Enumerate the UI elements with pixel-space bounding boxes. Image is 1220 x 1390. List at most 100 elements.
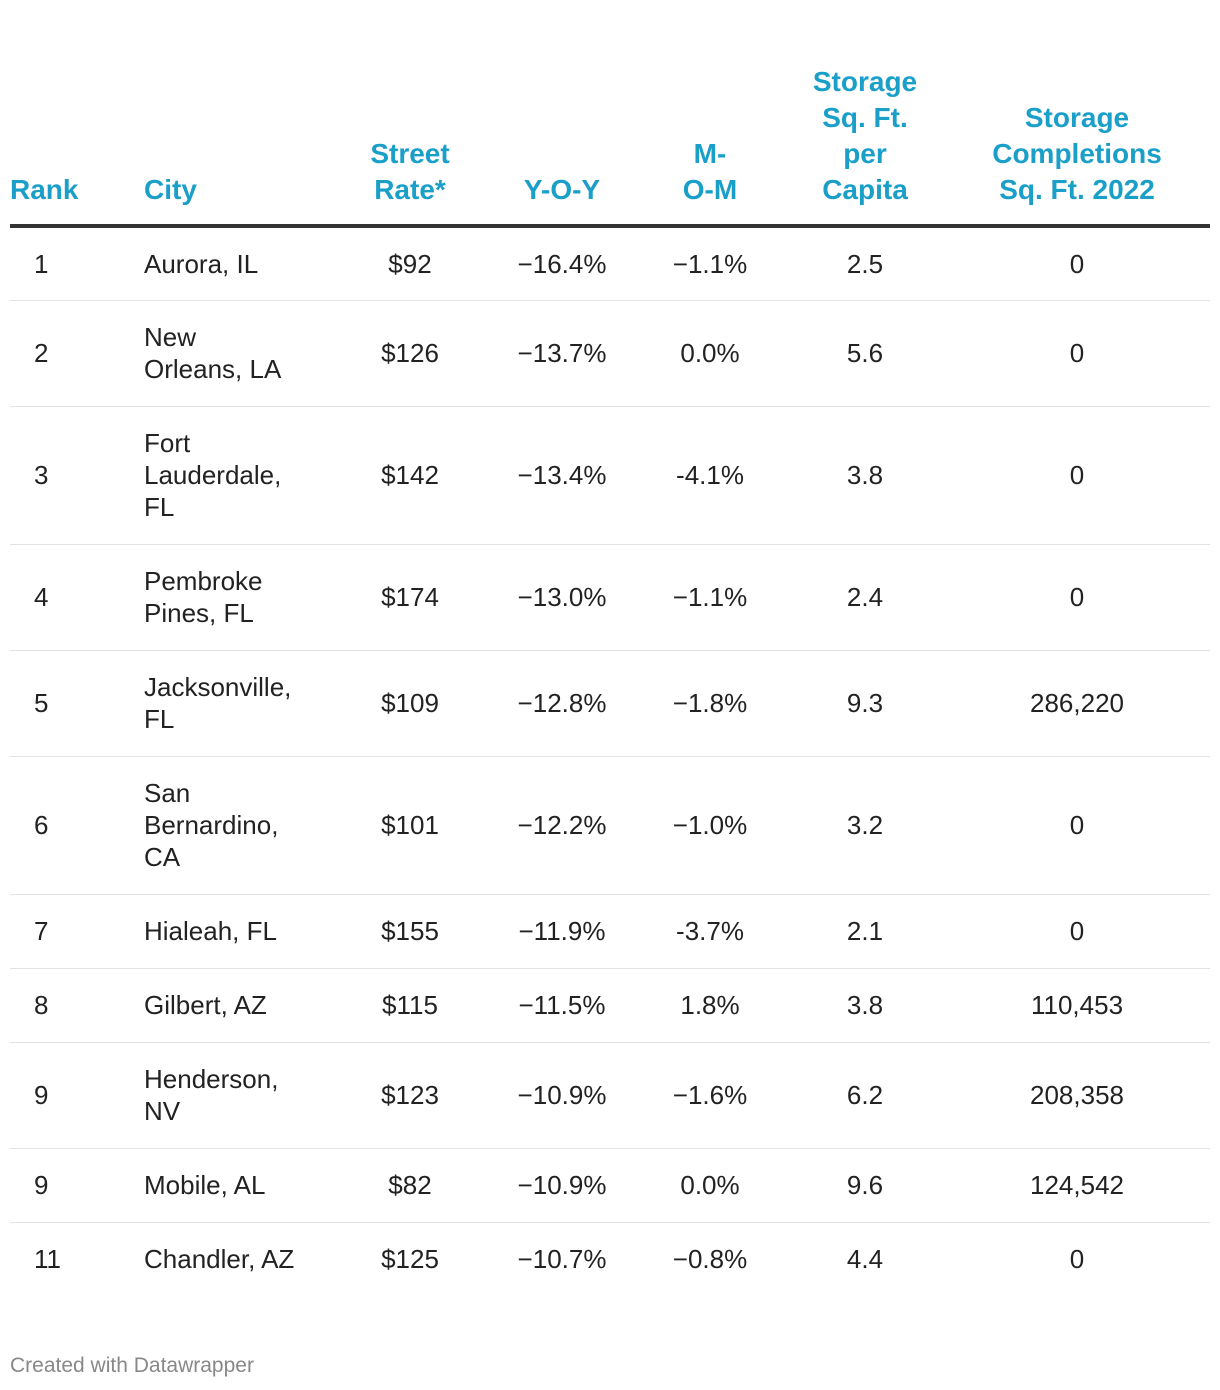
- column-header-street-rate: Street Rate*: [330, 0, 490, 228]
- cell-mom: −1.0%: [634, 756, 786, 895]
- cell-yoy: −13.7%: [490, 300, 634, 407]
- cell-street-rate: $82: [330, 1148, 490, 1223]
- cell-street-rate: $115: [330, 968, 490, 1043]
- cell-city: Pembroke Pines, FL: [144, 544, 330, 651]
- cell-sqft-per-capita: 3.8: [786, 968, 944, 1043]
- cell-rank: 9: [10, 1148, 144, 1223]
- storage-rates-table: Rank City Street Rate* Y-O-Y M-O-M Stora…: [10, 0, 1210, 1296]
- cell-mom: −1.8%: [634, 650, 786, 757]
- cell-mom: 0.0%: [634, 1148, 786, 1223]
- table-row: 2 New Orleans, LA $126 −13.7% 0.0% 5.6 0: [10, 300, 1210, 407]
- cell-sqft-per-capita: 9.3: [786, 650, 944, 757]
- table-row: 9 Mobile, AL $82 −10.9% 0.0% 9.6 124,542: [10, 1148, 1210, 1223]
- table-row: 3 Fort Lauderdale, FL $142 −13.4% -4.1% 3.8 0: [10, 406, 1210, 545]
- cell-mom: −1.6%: [634, 1042, 786, 1149]
- cell-completions-2022: 208,358: [944, 1042, 1210, 1149]
- cell-city: Henderson, NV: [144, 1042, 330, 1149]
- cell-yoy: −13.4%: [490, 406, 634, 545]
- cell-rank: 6: [10, 756, 144, 895]
- cell-street-rate: $125: [381, 1244, 439, 1275]
- column-header-completions-2022: Storage Completions Sq. Ft. 2022: [944, 0, 1210, 228]
- cell-yoy: −11.9%: [490, 894, 634, 969]
- cell-sqft-per-capita: 3.2: [786, 756, 944, 895]
- cell-completions-2022: 0: [944, 300, 1210, 407]
- cell-street-rate: $174: [330, 544, 490, 651]
- cell-yoy: −12.2%: [490, 756, 634, 895]
- cell-city: Mobile, AL: [144, 1148, 330, 1223]
- cell-sqft-per-capita: 2.5: [786, 226, 944, 301]
- cell-street-rate: $109: [330, 650, 490, 757]
- cell-completions-2022: 0: [944, 894, 1210, 969]
- cell-rank: 1: [10, 226, 144, 301]
- cell-sqft-per-capita: 4.4: [846, 1244, 884, 1275]
- cell-mom: 0.0%: [634, 300, 786, 407]
- column-header-rank: Rank: [10, 0, 144, 228]
- cell-yoy: −10.9%: [490, 1148, 634, 1223]
- cell-completions-2022: 286,220: [944, 650, 1210, 757]
- cell-city: Hialeah, FL: [144, 894, 330, 969]
- table-row: 11 Chandler, AZ $125 −10.7% −0.8% 4.4 0: [10, 1222, 1210, 1296]
- cell-city: Aurora, IL: [144, 226, 330, 301]
- cell-street-rate: $123: [330, 1042, 490, 1149]
- cell-yoy: −10.9%: [490, 1042, 634, 1149]
- cell-completions-2022: 0: [944, 406, 1210, 545]
- cell-sqft-per-capita: 2.4: [786, 544, 944, 651]
- table-row: 6 San Bernardino, CA $101 −12.2% −1.0% 3.2 0: [10, 756, 1210, 895]
- cell-city: Gilbert, AZ: [144, 968, 330, 1043]
- table-body: 1 Aurora, IL $92 −16.4% −1.1% 2.5 0 2 New Orlean…: [10, 226, 1210, 1296]
- cell-rank: 11: [34, 1244, 61, 1275]
- cell-sqft-per-capita: 5.6: [786, 300, 944, 407]
- cell-yoy: −10.7%: [517, 1244, 607, 1275]
- table-row: 9 Henderson, NV $123 −10.9% −1.6% 6.2 208,358: [10, 1042, 1210, 1149]
- cell-rank: 8: [10, 968, 144, 1043]
- cell-rank: 2: [10, 300, 144, 407]
- column-header-city: City: [144, 0, 330, 228]
- datawrapper-credit: Created with Datawrapper: [10, 1354, 254, 1377]
- cell-rank: 5: [10, 650, 144, 757]
- cell-city: Fort Lauderdale, FL: [144, 406, 330, 545]
- cell-street-rate: $92: [330, 226, 490, 301]
- cell-city: New Orleans, LA: [144, 300, 330, 407]
- column-header-sqft-per-capita: Storage Sq. Ft. per Capita: [786, 0, 944, 228]
- data-table-container: Rank City Street Rate* Y-O-Y M-O-M Stora…: [10, 0, 1210, 1296]
- cell-rank: 3: [10, 406, 144, 545]
- cell-sqft-per-capita: 3.8: [786, 406, 944, 545]
- cell-rank: 9: [10, 1042, 144, 1149]
- cell-city: Chandler, AZ: [144, 1244, 295, 1275]
- table-row: 8 Gilbert, AZ $115 −11.5% 1.8% 3.8 110,453: [10, 968, 1210, 1043]
- table-row: 4 Pembroke Pines, FL $174 −13.0% −1.1% 2.4 0: [10, 544, 1210, 651]
- cell-city: Jacksonville, FL: [144, 650, 330, 757]
- cell-street-rate: $142: [330, 406, 490, 545]
- table-row: 5 Jacksonville, FL $109 −12.8% −1.8% 9.3 286,2…: [10, 650, 1210, 757]
- cell-street-rate: $126: [330, 300, 490, 407]
- cell-completions-2022: 0: [944, 226, 1210, 301]
- cell-rank: 7: [10, 894, 144, 969]
- cell-sqft-per-capita: 2.1: [786, 894, 944, 969]
- cell-yoy: −13.0%: [490, 544, 634, 651]
- table-row: 1 Aurora, IL $92 −16.4% −1.1% 2.5 0: [10, 226, 1210, 301]
- cell-mom: 1.8%: [634, 968, 786, 1043]
- table-row: 7 Hialeah, FL $155 −11.9% -3.7% 2.1 0: [10, 894, 1210, 969]
- cell-mom: -4.1%: [634, 406, 786, 545]
- header-row: Rank City Street Rate* Y-O-Y M-O-M Stora…: [10, 0, 1210, 228]
- cell-street-rate: $101: [330, 756, 490, 895]
- cell-completions-2022: 0: [1069, 1244, 1085, 1275]
- cell-yoy: −11.5%: [490, 968, 634, 1043]
- cell-completions-2022: 0: [944, 544, 1210, 651]
- cell-mom: -3.7%: [634, 894, 786, 969]
- cell-mom: −1.1%: [634, 226, 786, 301]
- cell-mom: −1.1%: [634, 544, 786, 651]
- column-header-mom: M-O-M: [634, 0, 786, 228]
- cell-city: San Bernardino, CA: [144, 756, 330, 895]
- cell-mom: −0.8%: [672, 1244, 748, 1275]
- cell-yoy: −12.8%: [490, 650, 634, 757]
- cell-completions-2022: 0: [944, 756, 1210, 895]
- cell-sqft-per-capita: 6.2: [786, 1042, 944, 1149]
- cell-completions-2022: 124,542: [944, 1148, 1210, 1223]
- cell-yoy: −16.4%: [490, 226, 634, 301]
- cell-sqft-per-capita: 9.6: [786, 1148, 944, 1223]
- cell-rank: 4: [10, 544, 144, 651]
- cell-completions-2022: 110,453: [944, 968, 1210, 1043]
- column-header-yoy: Y-O-Y: [490, 0, 634, 228]
- cell-street-rate: $155: [330, 894, 490, 969]
